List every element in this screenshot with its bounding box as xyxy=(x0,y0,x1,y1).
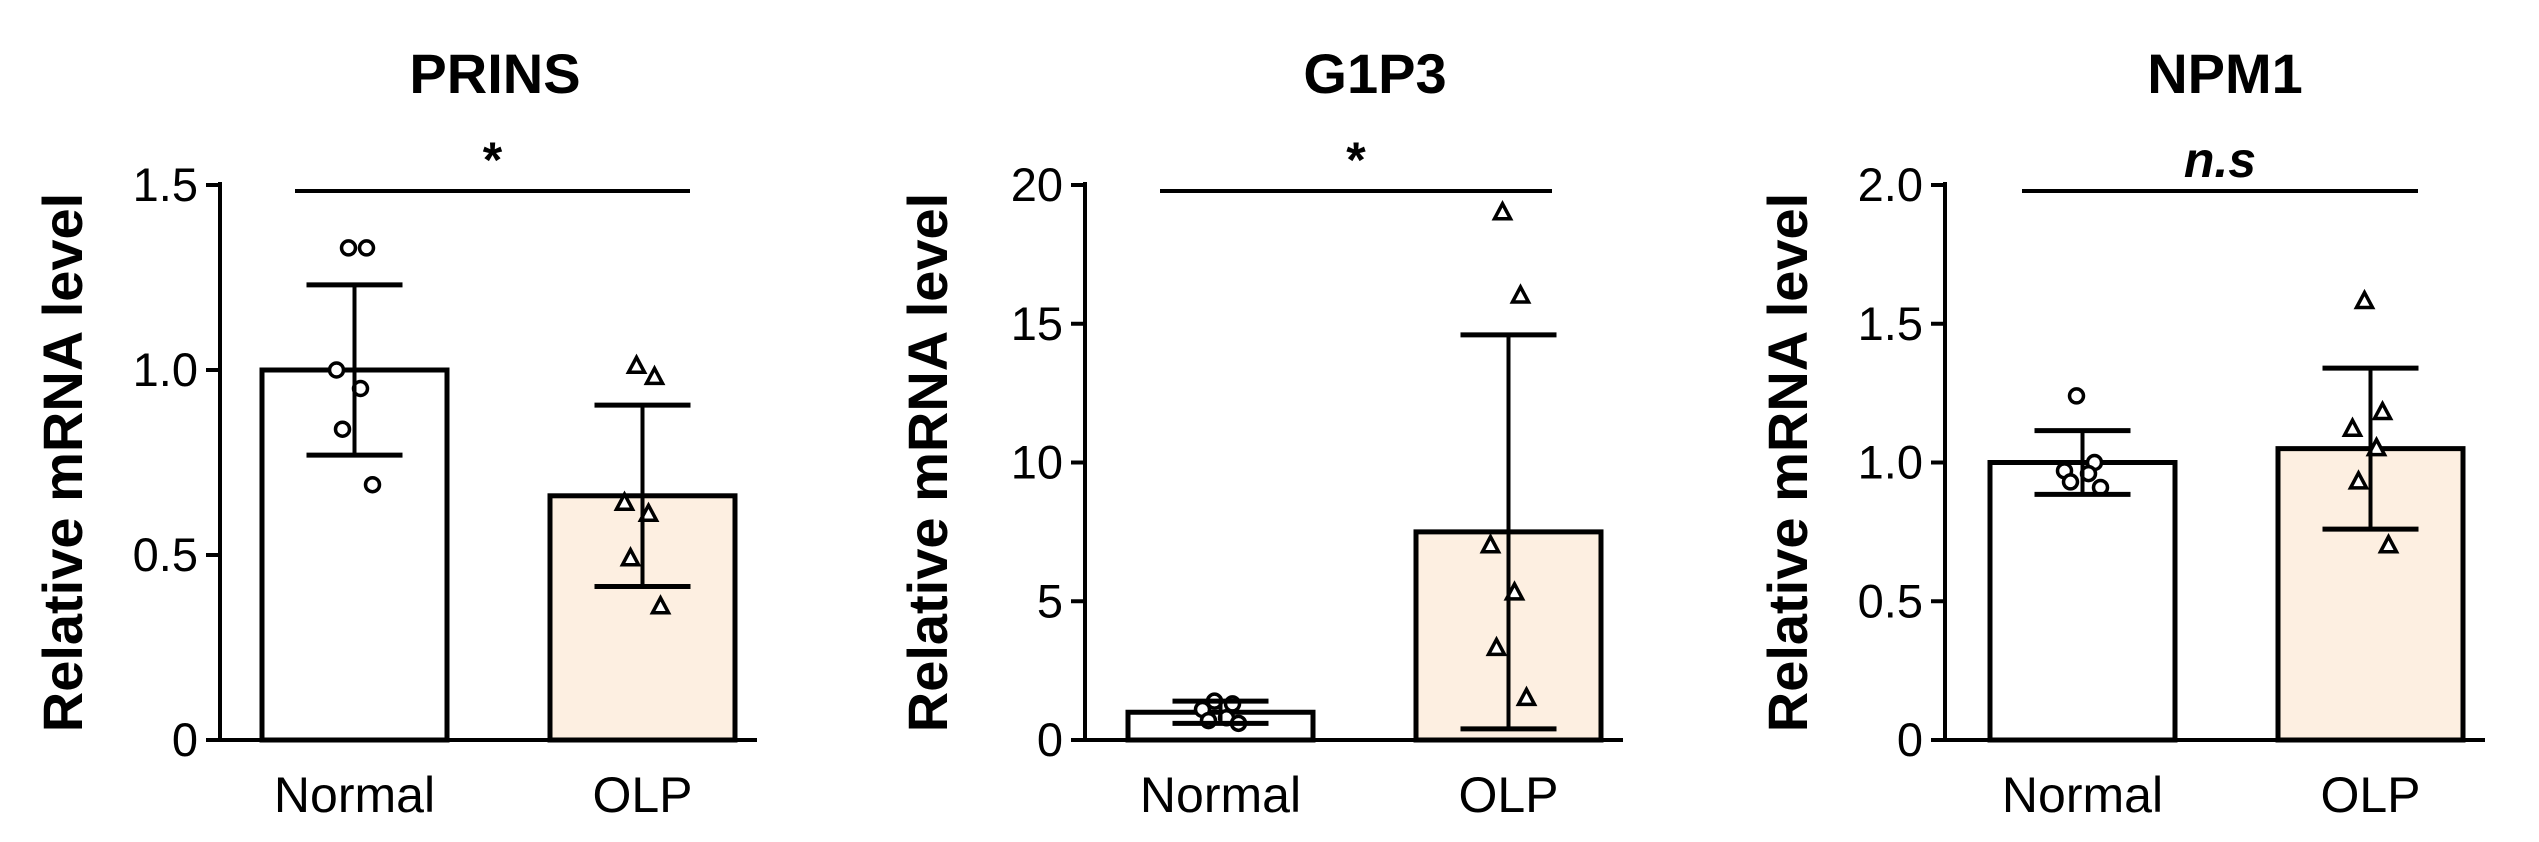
prins-y-tick-label: 1.5 xyxy=(133,158,198,211)
npm1-bar-normal xyxy=(1987,460,2178,743)
prins-point-normal xyxy=(357,239,376,257)
prins-category-label-olp: OLP xyxy=(592,767,692,823)
g1p3-point-olp xyxy=(1479,533,1502,554)
prins-point-normal xyxy=(363,475,382,494)
prins-y-tick-label: 1.0 xyxy=(133,343,198,396)
prins-title: PRINS xyxy=(409,42,580,105)
prins-point-olp xyxy=(625,353,648,375)
g1p3-title: G1P3 xyxy=(1303,42,1446,105)
npm1-point-olp xyxy=(2377,533,2400,554)
prins-point-olp xyxy=(619,545,642,567)
npm1-point-olp xyxy=(2371,399,2394,421)
npm1-y-tick-label: 0 xyxy=(1897,713,1923,766)
g1p3-y-tick-label: 15 xyxy=(1011,297,1063,350)
npm1-title: NPM1 xyxy=(2147,42,2303,105)
prins-y-tick-label: 0.5 xyxy=(133,528,198,581)
prins-point-olp xyxy=(643,364,666,386)
prins-significance-label: * xyxy=(483,132,503,188)
npm1-point-normal xyxy=(2061,473,2080,491)
prins-point-normal xyxy=(339,239,358,257)
prins-point-olp xyxy=(613,490,636,511)
g1p3-point-olp xyxy=(1509,283,1532,304)
prins-point-olp xyxy=(649,594,672,615)
g1p3-y-tick-label: 5 xyxy=(1037,574,1063,627)
panel-g1p3: G1P3 Relative mRNA level 0 5 10 15 20 Normal OLP… xyxy=(896,42,1623,823)
npm1-y-tick-label: 1.0 xyxy=(1858,436,1923,489)
prins-point-normal xyxy=(333,420,352,438)
npm1-y-tick-label: 1.5 xyxy=(1858,297,1923,350)
npm1-point-olp xyxy=(2341,416,2364,437)
prins-point-normal xyxy=(327,361,346,379)
npm1-category-label-olp: OLP xyxy=(2320,767,2420,823)
npm1-category-label-normal: Normal xyxy=(2002,767,2163,823)
npm1-point-olp xyxy=(2347,469,2370,490)
g1p3-significance-label: * xyxy=(1346,132,1366,188)
npm1-y-tick-label: 2.0 xyxy=(1858,158,1923,211)
npm1-point-olp xyxy=(2353,288,2376,310)
g1p3-point-olp xyxy=(1515,685,1538,707)
npm1-y-tick-label: 0.5 xyxy=(1858,574,1923,627)
g1p3-point-olp xyxy=(1491,200,1514,221)
g1p3-y-tick-label: 20 xyxy=(1011,158,1063,211)
panel-prins: PRINS Relative mRNA level 0 0.5 1.0 1.5 Normal… xyxy=(31,42,757,823)
npm1-point-normal xyxy=(2067,387,2086,405)
prins-y-axis-label: Relative mRNA level xyxy=(31,193,94,733)
npm1-y-axis-label: Relative mRNA level xyxy=(1756,193,1819,733)
npm1-significance-label: n.s xyxy=(2184,132,2256,188)
prins-y-tick-label: 0 xyxy=(172,713,198,766)
prins-category-label-normal: Normal xyxy=(274,767,435,823)
g1p3-y-axis-label: Relative mRNA level xyxy=(896,193,959,733)
g1p3-y-tick-label: 10 xyxy=(1011,436,1063,489)
g1p3-category-label-olp: OLP xyxy=(1458,767,1558,823)
g1p3-point-olp xyxy=(1485,635,1508,657)
panel-npm1: NPM1 Relative mRNA level 0 0.5 1.0 1.5 2.0 Norm… xyxy=(1756,42,2485,823)
g1p3-y-tick-label: 0 xyxy=(1037,713,1063,766)
g1p3-category-label-normal: Normal xyxy=(1140,767,1301,823)
